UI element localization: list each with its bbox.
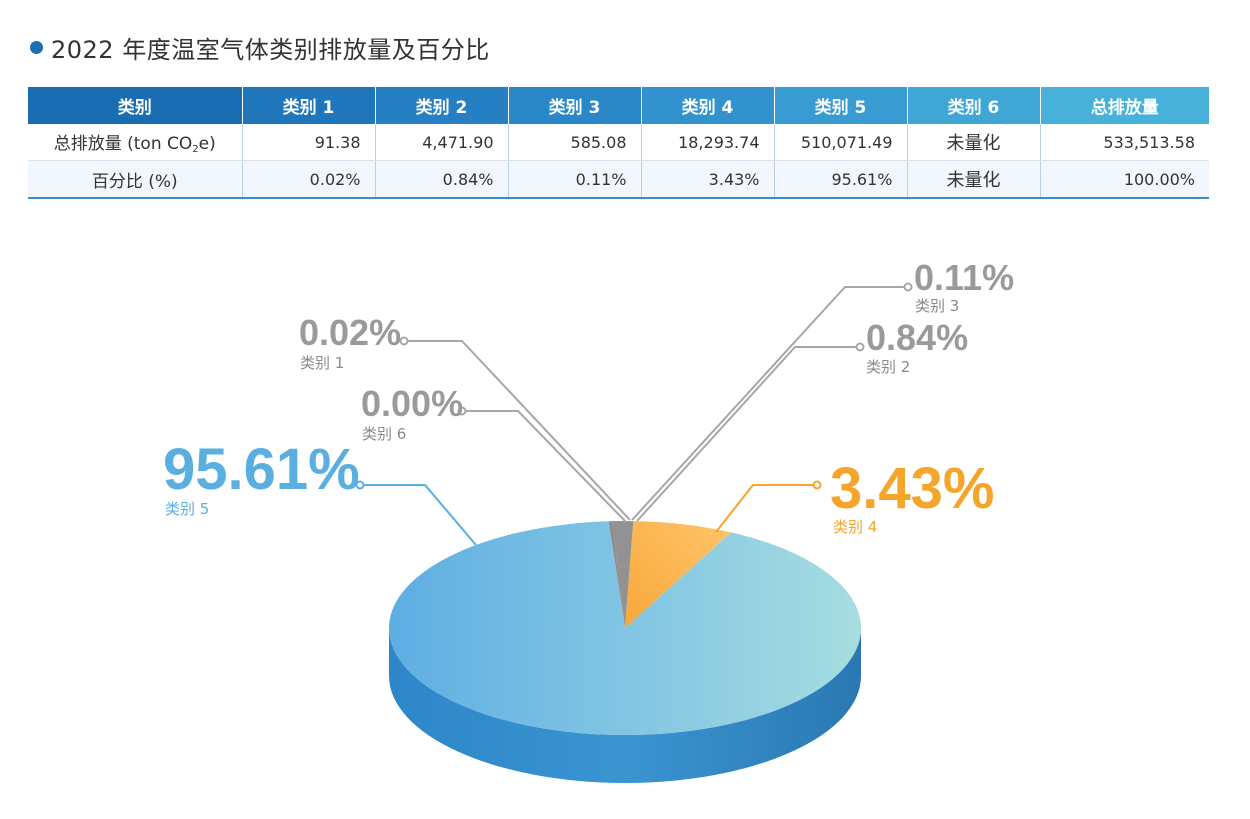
leader-dot-category-3 (903, 282, 913, 292)
leader-line-category-1 (404, 340, 631, 521)
pie-slice-category-2 (611, 521, 634, 628)
header-cell: 类别 3 (508, 87, 642, 124)
header-cell: 总排放量 (1040, 87, 1209, 124)
leader-line-category-6 (462, 410, 627, 523)
cat-label-category-1: 类别 1 (300, 354, 344, 372)
pie-side-category-5 (389, 628, 861, 783)
row-label-percent: 百分比 (%) (28, 160, 243, 199)
table-cell: 未量化 (907, 160, 1041, 199)
table-cell: 0.11% (508, 160, 642, 199)
header-cell: 类别 4 (641, 87, 775, 124)
leader-lines (355, 282, 913, 546)
header-cell: 类别 1 (242, 87, 376, 124)
table-cell: 585.08 (508, 124, 642, 161)
title-bullet-icon (30, 41, 43, 54)
cat-label-category-5: 类别 5 (165, 500, 209, 518)
callout-category-2: 0.84% 类别 2 (866, 317, 968, 376)
cat-label-category-4: 类别 4 (833, 518, 877, 536)
pct-label-category-6: 0.00% (361, 383, 463, 424)
table-row: 总排放量 (ton CO2e) 91.38 4,471.90 585.08 18… (28, 124, 1209, 161)
pie-slices (388, 521, 861, 735)
callout-category-3: 0.11% 类别 3 (914, 257, 1014, 315)
cat-label-category-6: 类别 6 (362, 425, 406, 443)
row-label-prefix: 总排放量 (ton CO (53, 134, 193, 154)
header-cell: 类别 2 (375, 87, 509, 124)
table-cell: 100.00% (1040, 160, 1209, 199)
table-cell: 533,513.58 (1040, 124, 1209, 161)
leader-line-category-4 (715, 484, 817, 533)
cat-label-category-3: 类别 3 (915, 297, 959, 315)
table-cell: 510,071.49 (774, 124, 908, 161)
table-cell: 未量化 (907, 124, 1041, 161)
pct-label-category-2: 0.84% (866, 317, 968, 358)
callout-category-6: 0.00% 类别 6 (361, 383, 463, 443)
table-cell: 3.43% (641, 160, 775, 199)
header-cell: 类别 5 (774, 87, 908, 124)
pct-label-category-5: 95.61% (163, 437, 360, 502)
table-cell: 4,471.90 (375, 124, 509, 161)
pie-slice-category-1 (608, 521, 625, 628)
leader-dot-category-4 (812, 480, 822, 490)
header-cell: 类别 6 (907, 87, 1041, 124)
leader-dot-category-1 (399, 336, 409, 346)
table-row: 百分比 (%) 0.02% 0.84% 0.11% 3.43% 95.61% 未… (28, 160, 1209, 199)
pie-slice-category-4 (625, 521, 732, 628)
pie-slice-category-5 (388, 521, 861, 735)
title-row: 2022 年度温室气体类别排放量及百分比 (30, 30, 490, 65)
row-label-suffix: e) (198, 134, 216, 154)
table-cell: 0.84% (375, 160, 509, 199)
page-title: 2022 年度温室气体类别排放量及百分比 (51, 36, 490, 64)
cat-label-category-2: 类别 2 (866, 358, 910, 376)
emissions-table: 类别 类别 1 类别 2 类别 3 类别 4 类别 5 类别 6 总排放量 总排… (28, 87, 1209, 199)
callout-category-5: 95.61% 类别 5 (163, 437, 360, 518)
leader-dot-category-5 (355, 480, 365, 490)
leader-line-category-2 (636, 346, 860, 522)
pct-label-category-4: 3.43% (830, 456, 994, 521)
table-cell: 18,293.74 (641, 124, 775, 161)
pct-label-category-3: 0.11% (914, 257, 1014, 298)
pie-slice-category-3 (609, 521, 625, 628)
callout-category-1: 0.02% 类别 1 (299, 312, 401, 372)
table-cell: 0.02% (242, 160, 376, 199)
table-cell: 95.61% (774, 160, 908, 199)
callout-category-4: 3.43% 类别 4 (830, 456, 994, 536)
pct-label-category-1: 0.02% (299, 312, 401, 353)
table-header-row: 类别 类别 1 类别 2 类别 3 类别 4 类别 5 类别 6 总排放量 (28, 87, 1209, 124)
leader-dot-category-2 (855, 342, 865, 352)
row-label-subscript: 2 (192, 144, 199, 155)
header-cell: 类别 (28, 87, 243, 124)
row-label-emissions: 总排放量 (ton CO2e) (28, 124, 243, 161)
leader-line-category-5 (360, 484, 477, 546)
table-cell: 91.38 (242, 124, 376, 161)
leader-dot-category-6 (457, 406, 467, 416)
leader-line-category-3 (631, 286, 908, 521)
